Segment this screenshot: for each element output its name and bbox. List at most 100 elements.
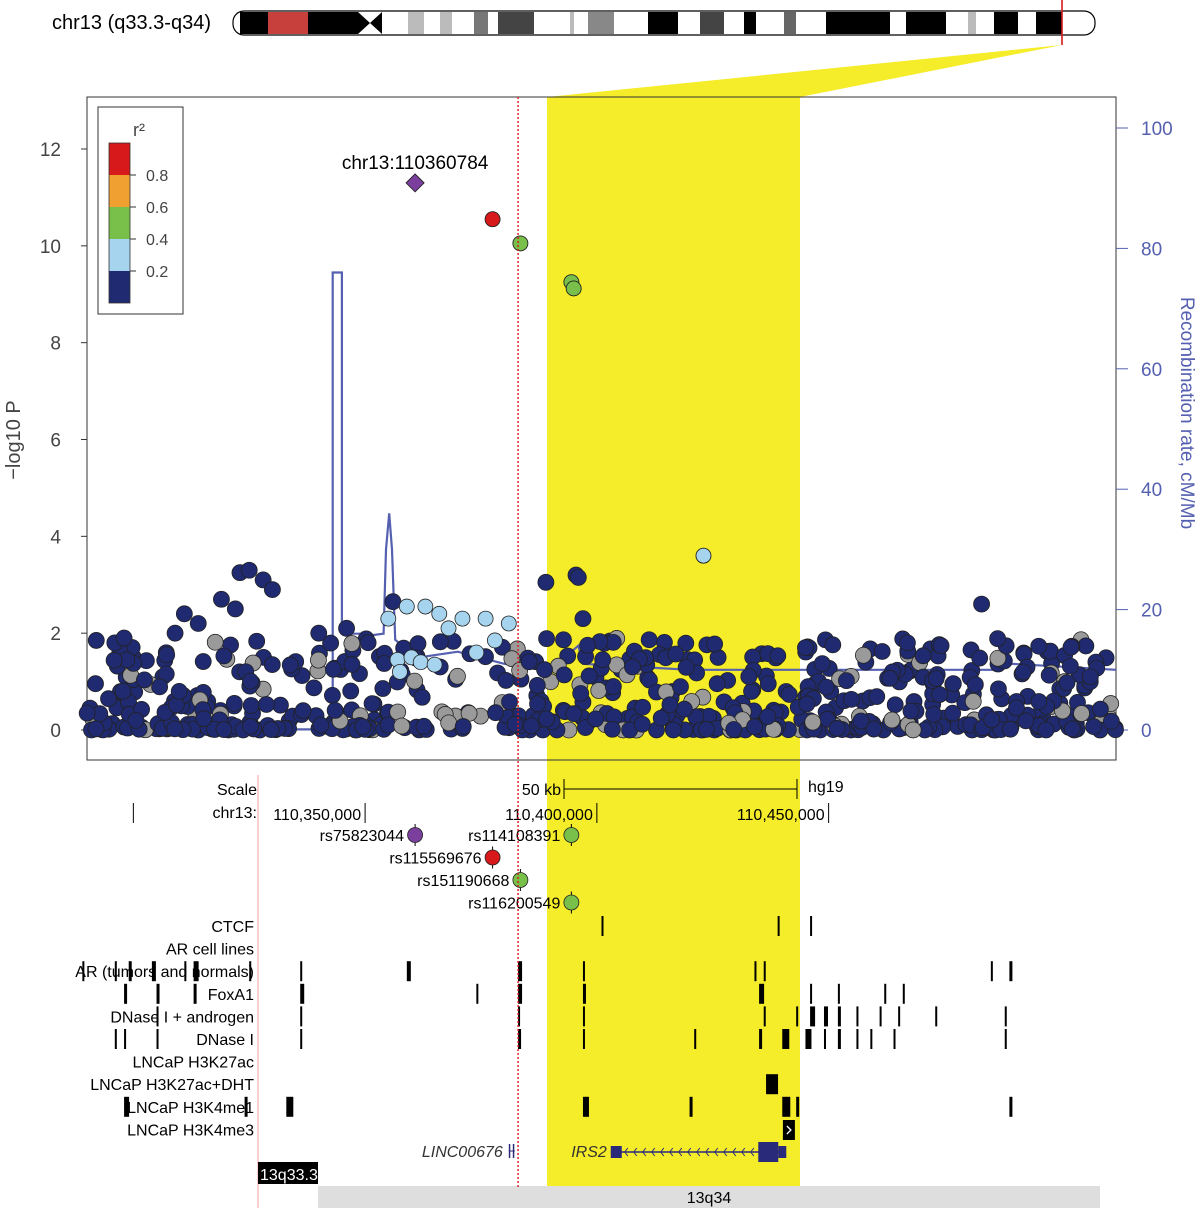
snp-point [1081,668,1099,686]
snp-point [264,581,281,598]
snp-point [817,678,835,696]
snp-point [640,631,658,649]
snp-point [603,720,621,738]
snp-point [105,651,123,669]
snp-point [964,692,982,710]
snp-point [944,704,962,722]
snp-point [389,703,407,721]
snp-point [136,671,153,689]
annotation-track: AR cell lines [166,942,254,959]
annotation-feature [856,1006,859,1027]
snp-point [706,635,724,653]
ideogram-band [826,12,890,34]
snp-point-top [512,235,529,252]
snp-point [215,647,233,665]
ideogram-band [240,12,268,34]
track-snp-label: rs116200549 [468,896,560,913]
gene-irs2: IRS2 [571,1142,787,1162]
annotation-feature [796,1006,799,1027]
gene-exon [758,1142,779,1162]
snp-point [927,670,945,688]
snp-point-moderate-ld [380,610,397,627]
annotation-track: LNCaP H3K4me1 [124,1096,1013,1117]
chromosome-ideogram: chr13 (q33.3-q34) [52,0,1096,97]
snp-point [528,676,546,694]
y2-tick-label: 100 [1141,119,1173,140]
annotation-track-label: LNCaP H3K27ac+DHT [90,1077,254,1094]
snp-point [501,693,518,711]
snp-point [175,605,193,623]
annotation-feature [582,1096,589,1117]
snp-point [406,672,424,690]
track-snp-label: rs151190668 [417,873,509,890]
snp-point [497,672,515,689]
annotation-feature [601,916,604,936]
track-snp-label: rs115569676 [389,851,481,868]
ideogram-band [700,12,724,34]
annotation-feature [823,1029,826,1049]
ideogram-band [744,12,756,34]
snp-point [813,655,831,673]
snp-point [242,697,260,714]
snp-point [195,710,213,728]
snp-point [989,649,1007,667]
snp-point [409,635,427,653]
snp-point [248,632,266,650]
snp-point [579,636,596,654]
y2-tick-label: 20 [1141,601,1162,622]
annotation-feature [782,1120,795,1140]
y-tick-label: 10 [40,237,61,258]
annotation-feature [870,1029,873,1049]
annotation-feature [754,961,757,982]
annotation-feature [151,961,156,982]
y-tick-label: 0 [50,721,61,742]
snp-point [966,676,984,693]
snp-point [902,702,920,720]
snp-point [325,660,342,678]
snp-point [262,721,280,738]
annotation-feature [300,1006,303,1027]
annotation-feature [476,983,479,1004]
annotation-feature [766,1074,779,1095]
snp-point [1017,712,1035,730]
snp-point [166,624,184,642]
annotation-feature [124,1096,130,1117]
track-snp-marker [563,894,580,911]
snp-point [242,718,259,735]
ideogram-band [440,12,452,34]
r2-legend: r² 0.8 0.6 0.4 0.2 [97,106,184,315]
annotation-track-label: FoxA1 [208,987,254,1004]
snp-point [310,651,327,669]
snp-point [873,643,891,660]
snp-point-top [484,211,501,228]
snp-point [932,637,950,655]
annotation-feature [1009,1096,1013,1117]
snp-point [454,718,472,735]
snp-point [633,715,651,733]
snp-point [393,717,411,735]
annotation-track: AR (tumors and normals) [75,961,1013,982]
snp-point [206,633,224,651]
snp-point [1002,720,1019,738]
legend-color-bin [109,239,130,271]
snp-point [661,696,679,714]
snp-point [312,716,330,734]
snp-point [1073,705,1090,722]
snp-point-top [565,280,582,297]
snp-point [634,698,651,716]
track-snp-marker [407,827,423,843]
snp-point [272,696,289,714]
snp-point [338,619,355,637]
y-tick-label: 4 [50,527,61,548]
snp-point-moderate-ld [500,615,517,632]
track-snp-marker [512,872,529,888]
snp-point [824,636,842,654]
snp-point [1008,699,1025,717]
snp-point [1014,663,1032,681]
snp-point [759,675,777,693]
annotation-feature [582,961,585,982]
snp-point-moderate-ld [417,598,434,615]
annotation-feature [879,1006,882,1027]
snp-point [413,688,431,706]
